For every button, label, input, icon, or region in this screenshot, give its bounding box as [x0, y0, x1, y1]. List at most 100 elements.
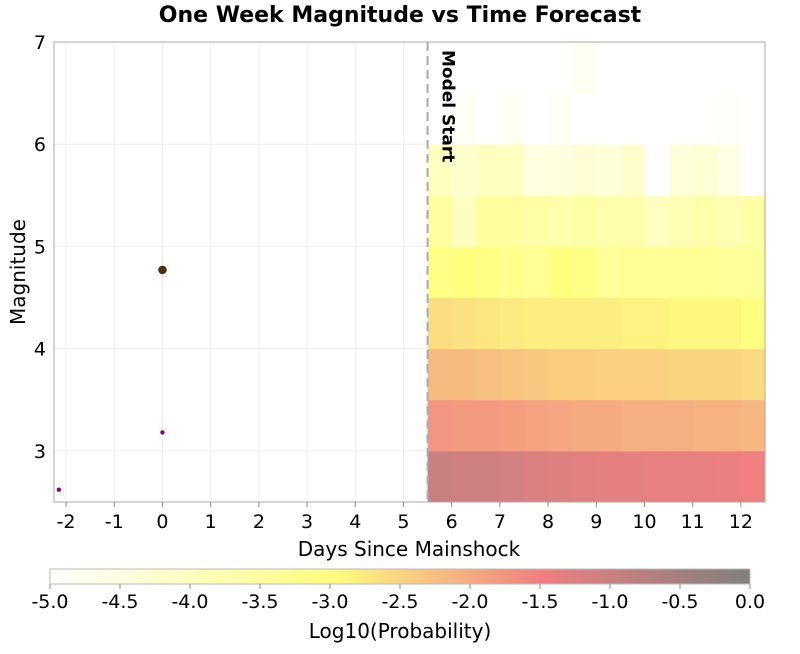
heatmap-cell [548, 42, 573, 94]
x-tick-label: 12 [729, 511, 753, 533]
heatmap-cell [596, 297, 621, 350]
event-points [56, 265, 167, 492]
heatmap-cell [740, 246, 766, 299]
x-tick-label: 5 [397, 511, 409, 533]
heatmap-cell [644, 297, 670, 350]
heatmap-cell [548, 348, 573, 401]
heatmap-cell [668, 297, 694, 350]
heatmap-cell [548, 297, 573, 350]
heatmap-cell [740, 399, 766, 452]
heatmap-cell [620, 399, 645, 452]
colorbar-ticks: -5.0 -4.5 -4.0 -3.5 -3.0 -2.5 -2.0 -1.5 -1.0 -0.5… [31, 584, 765, 613]
y-axis-ticks: 3 4 5 6 7 [34, 32, 46, 463]
x-tick-label: 7 [494, 511, 506, 533]
heatmap-cell [523, 450, 549, 503]
heatmap-cell [692, 348, 718, 401]
heatmap-cell [668, 399, 694, 452]
heatmap-cell [644, 399, 670, 452]
heatmap-cell [740, 144, 766, 196]
heatmap-cell [572, 399, 597, 452]
heatmap-cell [548, 144, 573, 196]
y-tick-label: 5 [34, 236, 46, 258]
x-axis-ticks: -2 -1 0 1 2 3 4 5 6 7 8 9 10 11 12 [57, 502, 753, 533]
colorbar-tick-label: -2.0 [451, 591, 488, 613]
x-tick-label: 10 [632, 511, 656, 533]
heatmap-cell [692, 450, 718, 503]
x-tick-label: 6 [446, 511, 458, 533]
heatmap-cell [716, 399, 742, 452]
heatmap-cell [427, 42, 453, 94]
y-tick-label: 7 [34, 32, 46, 54]
heatmap-cell [475, 297, 501, 350]
heatmap-cell [475, 450, 501, 503]
colorbar-tick-label: -3.5 [241, 591, 278, 613]
heatmap-cell [644, 93, 670, 145]
y-tick-label: 3 [34, 441, 46, 463]
heatmap-cell [620, 144, 645, 196]
heatmap-cell [475, 399, 501, 452]
heatmap-cell [572, 348, 597, 401]
heatmap-cell [668, 195, 694, 247]
x-tick-label: -1 [105, 511, 124, 533]
colorbar-label: Log10(Probability) [309, 619, 492, 643]
heatmap-cell [596, 93, 621, 145]
heatmap-cell [451, 399, 477, 452]
colorbar-tick-label: -2.5 [381, 591, 418, 613]
heatmap-cell [451, 348, 477, 401]
heatmap-cell [620, 297, 645, 350]
heatmap-cell [499, 450, 525, 503]
colorbar-tick-label: -0.5 [661, 591, 698, 613]
heatmap-cell [523, 297, 549, 350]
heatmap-cell [572, 297, 597, 350]
heatmap-cell [596, 450, 621, 503]
heatmap-cell [523, 42, 549, 94]
heatmap-cell [596, 42, 621, 94]
heatmap-cell [716, 297, 742, 350]
colorbar-tick-label: -1.0 [591, 591, 628, 613]
heatmap-cell [475, 42, 501, 94]
x-tick-label: 2 [253, 511, 265, 533]
x-tick-label: 3 [301, 511, 313, 533]
heatmap-cell [523, 246, 549, 299]
x-tick-label: 4 [349, 511, 361, 533]
heatmap-cell [475, 93, 501, 145]
heatmap-cell [668, 42, 694, 94]
colorbar-tick-label: -5.0 [31, 591, 68, 613]
heatmap-cell [644, 42, 670, 94]
model-start-label: Model Start [438, 50, 458, 162]
heatmap-cell [523, 93, 549, 145]
colorbar-tick-label: -4.5 [101, 591, 138, 613]
heatmap-cell [716, 246, 742, 299]
heatmap-cell [596, 246, 621, 299]
heatmap-cell [692, 297, 718, 350]
heatmap-cell [644, 246, 670, 299]
colorbar-tick-label: 0.0 [735, 591, 765, 613]
heatmap-cell [572, 42, 597, 94]
heatmap-cell [740, 297, 766, 350]
heatmap-cell [548, 195, 573, 247]
x-tick-label: 9 [590, 511, 602, 533]
x-tick-label: 1 [205, 511, 217, 533]
heatmap-cell [572, 450, 597, 503]
y-axis-label: Magnitude [6, 219, 30, 325]
heatmap-cell [475, 144, 501, 196]
heatmap-cell [427, 93, 453, 145]
heatmap-cell [644, 195, 670, 247]
heatmap-cell [644, 348, 670, 401]
heatmap-cell [427, 195, 453, 247]
heatmap-cell [499, 246, 525, 299]
aftershock-point [56, 487, 62, 492]
heatmap-cell [427, 144, 453, 196]
heatmap-cell [668, 348, 694, 401]
heatmap-cell [548, 93, 573, 145]
chart-title: One Week Magnitude vs Time Forecast [159, 3, 642, 28]
heatmap-cell [499, 144, 525, 196]
heatmap-cell [499, 42, 525, 94]
y-tick-label: 6 [34, 134, 46, 156]
heatmap-cell [740, 93, 766, 145]
heatmap-cell [499, 348, 525, 401]
heatmap-cell [451, 93, 477, 145]
heatmap-cell [644, 450, 670, 503]
heatmap-cell [620, 246, 645, 299]
heatmap-cell [475, 348, 501, 401]
